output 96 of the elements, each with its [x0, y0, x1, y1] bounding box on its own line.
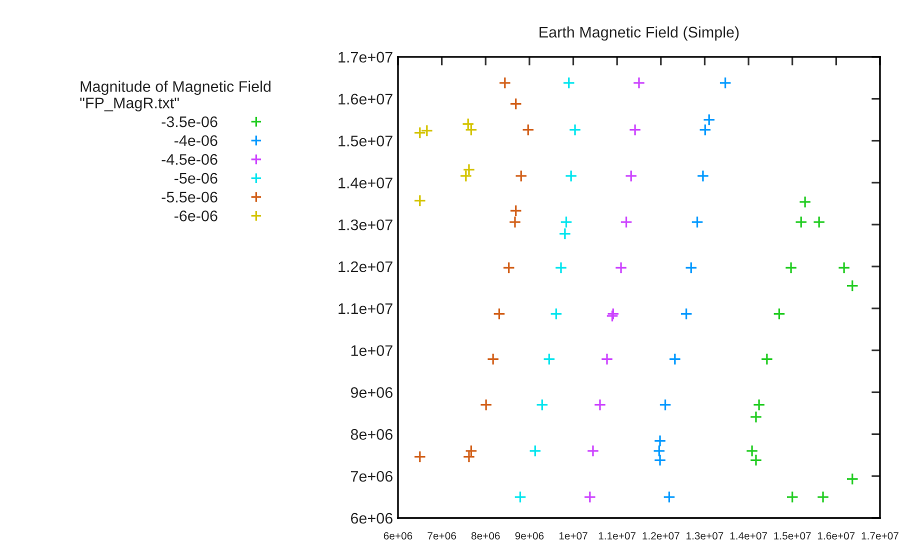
x-tick-label: 1.7e+07: [862, 532, 898, 540]
point: [772, 308, 786, 320]
point: [659, 398, 672, 412]
point: [798, 196, 812, 208]
y-tick-label: 1.4e+07: [338, 178, 392, 188]
point: [784, 262, 798, 274]
point: [542, 352, 556, 366]
point: [514, 490, 526, 504]
point: [696, 170, 710, 182]
point: [614, 262, 628, 274]
point: [420, 124, 434, 137]
point: [510, 98, 522, 110]
point: [558, 228, 572, 240]
x-tick-label: 7e+06: [428, 532, 456, 540]
point: [584, 490, 596, 504]
point: [414, 450, 426, 464]
x-tick-label: 6e+06: [384, 532, 412, 540]
point: [746, 444, 758, 458]
point: [600, 352, 614, 366]
x-tick-label: 9e+06: [515, 532, 544, 540]
point: [760, 352, 774, 366]
y-tick-label: 1e+07: [351, 345, 392, 356]
point: [510, 204, 522, 217]
point: [514, 170, 528, 182]
point: [564, 170, 578, 182]
point: [794, 216, 808, 228]
point: [752, 398, 766, 412]
point: [414, 126, 426, 139]
point: [480, 398, 492, 412]
point: [691, 216, 704, 228]
x-tick-label: 1.2e+07: [642, 532, 680, 540]
x-tick-label: 1.6e+07: [818, 532, 855, 540]
point: [568, 124, 582, 136]
point: [750, 410, 762, 424]
point: [550, 308, 562, 320]
point: [838, 262, 850, 274]
point: [624, 170, 638, 182]
point: [464, 124, 478, 136]
y-tick-label: 7e+06: [351, 470, 392, 482]
x-tick-label: 1.5e+07: [774, 532, 811, 540]
y-tick-label: 1.2e+07: [338, 261, 392, 272]
point: [528, 444, 542, 458]
y-tick-label: 1.5e+07: [338, 136, 392, 146]
point: [652, 444, 666, 458]
point: [594, 398, 606, 412]
legend-label: -4e-06: [174, 135, 218, 146]
point: [663, 490, 676, 504]
point: [502, 262, 516, 274]
chart-title: Earth Magnetic Field (Simple): [540, 26, 739, 41]
y-tick-label: 1.6e+07: [338, 94, 392, 105]
point: [620, 216, 632, 228]
y-tick-label: 8e+06: [350, 429, 392, 440]
point: [536, 398, 548, 412]
legend-label: -5.5e-06: [162, 192, 218, 203]
point: [654, 434, 666, 448]
legend-label: -4.5e-06: [162, 154, 218, 165]
y-tick-label: 6e+06: [351, 512, 392, 524]
point: [562, 76, 576, 90]
point: [492, 308, 506, 320]
point: [812, 216, 826, 228]
point: [522, 124, 534, 136]
point: [486, 352, 500, 366]
point: [668, 352, 682, 366]
point: [498, 76, 512, 90]
point: [462, 118, 474, 130]
point: [654, 454, 666, 466]
point: [750, 454, 762, 466]
point: [554, 262, 568, 274]
point: [816, 490, 830, 504]
x-tick-label: 8e+06: [471, 532, 500, 540]
y-tick-label: 1.3e+07: [338, 219, 392, 230]
point: [586, 444, 600, 458]
legend-label: -6e-06: [174, 210, 218, 222]
point: [560, 216, 572, 228]
point: [846, 280, 859, 292]
point: [628, 124, 642, 136]
point: [680, 308, 693, 320]
point: [632, 76, 646, 90]
y-tick-label: 9e+06: [350, 387, 392, 398]
y-tick-label: 1.7e+07: [338, 52, 392, 63]
x-tick-label: 1.1e+07: [598, 532, 636, 540]
x-tick-label: 1e+07: [559, 532, 588, 540]
y-tick-label: 1.1e+07: [338, 303, 392, 314]
point: [786, 490, 799, 504]
legend-label: -5e-06: [174, 172, 218, 184]
x-tick-label: 1.4e+07: [730, 532, 767, 540]
point: [414, 194, 426, 207]
point: [698, 124, 712, 136]
point: [702, 114, 716, 126]
legend-title: Magnitude of Magnetic Field "FP_MagR.txt": [80, 80, 270, 112]
point: [719, 76, 732, 90]
legend-label: -3.5e-06: [162, 116, 218, 128]
point: [684, 262, 698, 274]
point: [846, 472, 859, 486]
point: [508, 216, 522, 228]
x-tick-label: 1.3e+07: [686, 532, 724, 540]
